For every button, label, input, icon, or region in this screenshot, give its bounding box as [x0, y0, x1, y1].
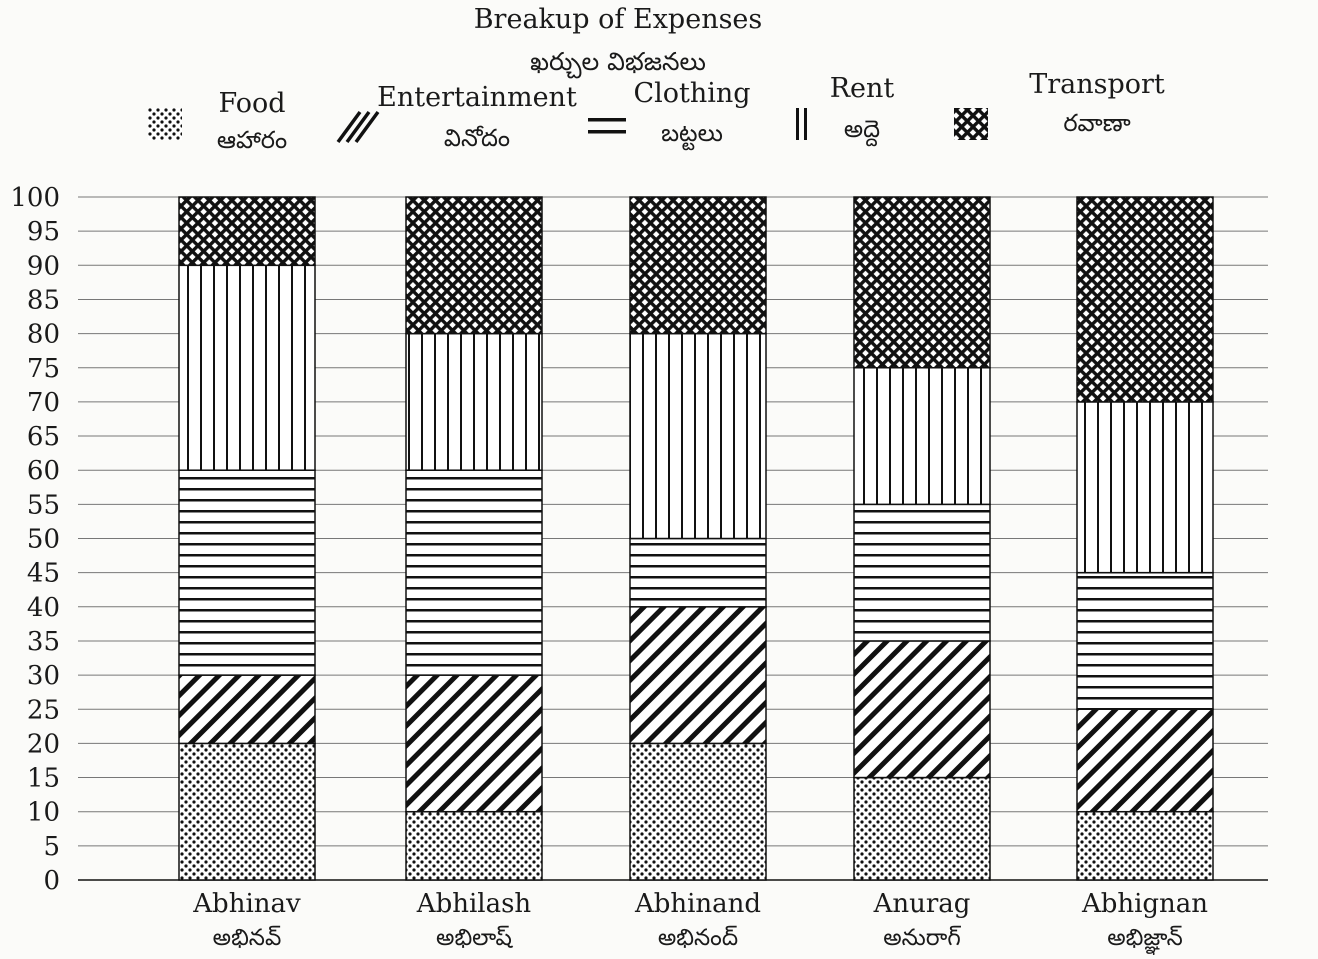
y-tick-label: 90 [27, 251, 60, 281]
bar-segment-entertainment [1076, 708, 1214, 813]
bar-stack-anurag [853, 196, 991, 881]
legend-label-telugu: రవాణా [1063, 109, 1130, 137]
bar-segment-rent [1076, 401, 1214, 574]
y-tick-label: 5 [43, 832, 60, 862]
legend-label: Transport [1029, 69, 1165, 100]
bar-segment-transport [1076, 196, 1214, 403]
x-axis: Abhinav అభినవ్ Abhilash అభిలాష్ Abhinand అభిన… [192, 889, 1208, 956]
y-tick-label: 55 [27, 490, 60, 520]
legend-swatch [588, 118, 626, 134]
legend-label-telugu: ఆహారం [217, 126, 287, 154]
bar-stack-abhignan [1076, 196, 1214, 881]
legend-swatch [796, 108, 807, 140]
y-tick-label: 95 [27, 217, 60, 247]
legend-label-telugu: బట్టలు [661, 119, 723, 151]
bar-segment-clothing [853, 503, 991, 642]
y-tick-label: 60 [27, 456, 60, 486]
bar-segment-transport [629, 196, 767, 335]
bar-segment-food [405, 810, 543, 881]
legend-label: Food [218, 88, 285, 119]
y-tick-label: 100 [10, 183, 60, 213]
legend-label-telugu: అద్దె [844, 115, 880, 147]
y-tick-label: 50 [27, 525, 60, 555]
y-tick-label: 80 [27, 320, 60, 350]
bar-segment-clothing [1076, 571, 1214, 711]
x-tick-label: Anurag [873, 889, 971, 919]
legend-label-telugu: వినోదం [444, 124, 510, 152]
legend-item-transport: Transport రవాణా [954, 69, 1165, 140]
bar-segment-rent [629, 332, 767, 540]
bar-segment-rent [178, 264, 316, 471]
bar-segment-entertainment [853, 640, 991, 779]
bar-stack-abhilash [405, 196, 543, 881]
bar-segment-transport [405, 196, 543, 335]
legend: Food ఆహారం Entertainment వినోదం Clothing బట్ట… [148, 69, 1165, 154]
y-axis: 0 5 10 15 20 25 30 35 40 45 50 55 60 65 70 75 80 85 90 95 10… [10, 183, 60, 896]
y-tick-label: 85 [27, 285, 60, 315]
bar-segment-food [629, 742, 767, 881]
y-tick-label: 25 [27, 695, 60, 725]
y-tick-label: 10 [27, 798, 60, 828]
legend-label: Entertainment [377, 82, 577, 113]
bar-segment-rent [405, 332, 543, 471]
bar-segment-clothing [629, 537, 767, 608]
y-tick-label: 15 [27, 764, 60, 794]
chart-title: Breakup of Expenses [474, 4, 763, 35]
bar-segment-transport [853, 196, 991, 369]
legend-item-food: Food ఆహారం [148, 88, 287, 154]
bar-segment-entertainment [629, 606, 767, 745]
y-tick-label: 0 [43, 866, 60, 896]
y-tick-label: 75 [27, 354, 60, 384]
legend-item-clothing: Clothing బట్టలు [588, 78, 751, 151]
bar-stack-abhinav [178, 196, 316, 881]
x-tick-label-telugu: అభినంద్ [658, 925, 738, 951]
bars [178, 196, 1214, 881]
bar-segment-food [178, 742, 316, 881]
x-tick-label-telugu: అభిజ్ఞాన్ [1107, 925, 1183, 955]
legend-swatch [954, 108, 988, 140]
bar-segment-food [1076, 810, 1214, 881]
y-tick-label: 35 [27, 627, 60, 657]
legend-label: Rent [830, 73, 895, 104]
bar-segment-rent [853, 367, 991, 506]
x-tick-label: Abhignan [1081, 889, 1208, 919]
x-tick-label: Abhilash [416, 889, 532, 919]
bar-segment-entertainment [178, 674, 316, 745]
bar-segment-clothing [405, 469, 543, 676]
legend-label: Clothing [633, 78, 750, 109]
y-tick-label: 30 [27, 661, 60, 691]
y-tick-label: 65 [27, 422, 60, 452]
x-tick-label: Abhinand [634, 889, 761, 919]
bar-segment-transport [178, 196, 316, 267]
legend-item-rent: Rent అద్దె [796, 73, 894, 147]
x-tick-label: Abhinav [192, 889, 301, 919]
x-tick-label-telugu: అభినవ్ [213, 925, 282, 951]
x-tick-label-telugu: అభిలాష్ [436, 925, 514, 951]
legend-item-entertainment: Entertainment వినోదం [336, 82, 577, 152]
bar-segment-entertainment [405, 674, 543, 813]
legend-swatch [148, 108, 182, 140]
bar-segment-clothing [178, 469, 316, 676]
y-tick-label: 45 [27, 559, 60, 589]
y-tick-label: 40 [27, 593, 60, 623]
chart-subtitle: ఖర్చుల విభజనలు [530, 47, 706, 79]
x-tick-label-telugu: అనురాగ్ [883, 925, 961, 951]
y-tick-label: 70 [27, 388, 60, 418]
bar-segment-food [853, 776, 991, 881]
bar-stack-abhinand [629, 196, 767, 881]
y-tick-label: 20 [27, 729, 60, 759]
legend-swatch [336, 110, 380, 144]
